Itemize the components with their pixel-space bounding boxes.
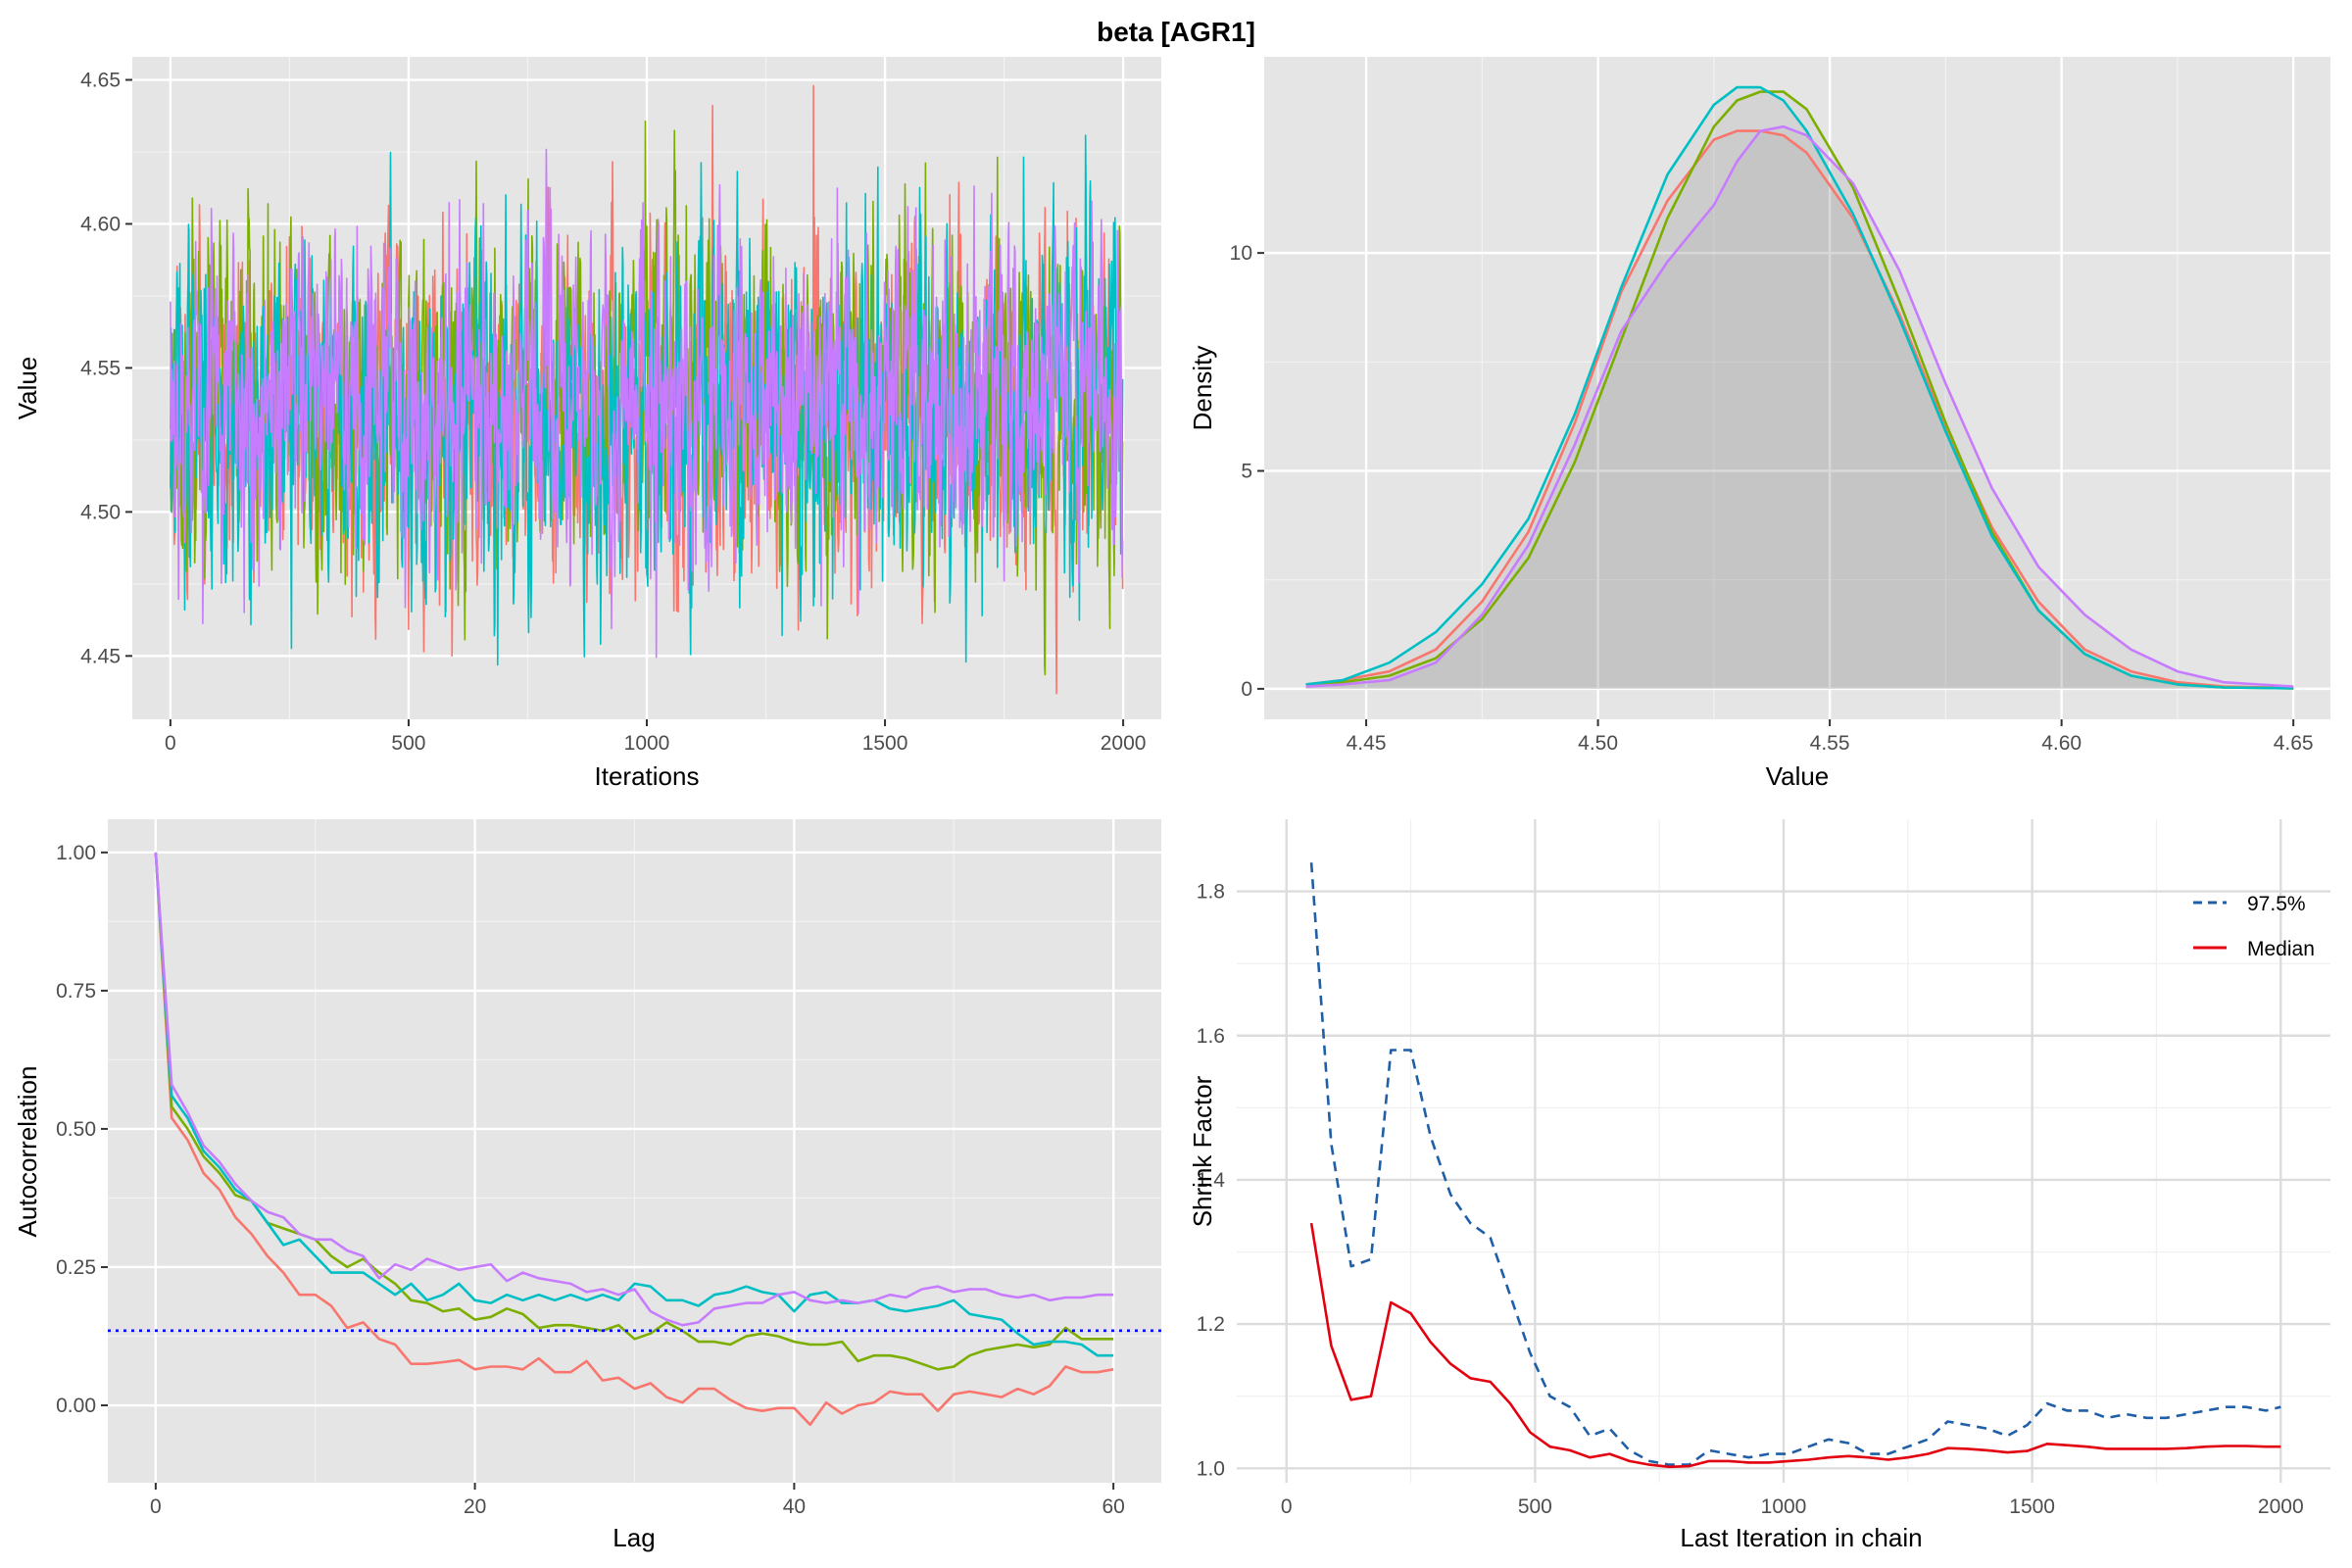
figure-title: beta [AGR1]	[1097, 17, 1255, 47]
trace-y-tick-label: 4.55	[80, 357, 121, 379]
shrink-y-label: Shrink Factor	[1188, 1075, 1217, 1227]
acf-y-tick-label: 1.00	[56, 842, 96, 864]
shrink-factor-plot: 0 500 1000 1500 2000 1.0 1.2 1.4 1.6 1.8 97.5% Me…	[1188, 819, 2330, 1552]
autocorrelation-plot: 0 20 40 60 0.00 0.25 0.50 0.75 1.00 Lag Autocorr…	[13, 819, 1161, 1552]
trace-x-tick-label: 2000	[1101, 732, 1147, 755]
shrink-x-tick-label: 2000	[2258, 1495, 2304, 1518]
acf-x-tick-label: 60	[1102, 1495, 1124, 1518]
shrink-y-tick-label: 1.0	[1197, 1457, 1225, 1480]
density-fill-3	[1305, 87, 2294, 689]
trace-x-tick-label: 1000	[624, 732, 670, 755]
density-x-tick-label: 4.55	[1810, 732, 1850, 755]
acf-x-tick-label: 20	[464, 1495, 486, 1518]
trace-y-tick-label: 4.50	[80, 501, 121, 523]
trace-series-4	[170, 148, 1124, 659]
acf-y-label: Autocorrelation	[13, 1066, 42, 1238]
trace-x-tick-label: 500	[391, 732, 425, 755]
acf-x-tick-label: 40	[783, 1495, 806, 1518]
shrink-median-line	[1309, 1222, 2281, 1469]
shrink-y-tick-label: 1.4	[1197, 1169, 1226, 1192]
density-curve-1	[1305, 129, 2294, 690]
acf-x-label: Lag	[612, 1523, 655, 1552]
density-y-label: Density	[1188, 346, 1217, 431]
trace-plot: 0 500 1000 1500 2000 4.45 4.50 4.55 4.60 4.65 Ite…	[13, 57, 1161, 791]
shrink-x-tick-label: 1000	[1761, 1495, 1807, 1518]
density-curve-3	[1305, 85, 2294, 690]
shrink-x-tick-label: 500	[1518, 1495, 1552, 1518]
trace-x-tick-label: 1500	[862, 732, 908, 755]
legend-label-975: 97.5%	[2247, 893, 2306, 915]
density-y-tick-label: 5	[1241, 461, 1252, 483]
density-x-tick-label: 4.60	[2041, 732, 2082, 755]
acf-series-3	[154, 852, 1114, 1357]
acf-y-tick-label: 0.50	[56, 1118, 96, 1141]
density-plot: 4.45 4.50 4.55 4.60 4.65 0 5 10 Value Density	[1188, 57, 2330, 791]
acf-y-tick-label: 0.00	[56, 1395, 96, 1417]
trace-x-tick-label: 0	[165, 732, 176, 755]
density-x-tick-label: 4.45	[1347, 732, 1387, 755]
shrink-y-tick-label: 1.8	[1197, 881, 1225, 904]
shrink-legend: 97.5% Median	[2193, 893, 2315, 960]
acf-y-tick-label: 0.75	[56, 980, 96, 1003]
acf-series-1	[154, 852, 1114, 1427]
shrink-x-tick-label: 1500	[2009, 1495, 2055, 1518]
density-y-tick-label: 10	[1230, 242, 1252, 265]
trace-y-tick-label: 4.60	[80, 213, 121, 235]
acf-x-tick-label: 0	[150, 1495, 162, 1518]
shrink-y-tick-label: 1.2	[1197, 1313, 1225, 1336]
density-x-label: Value	[1766, 761, 1830, 791]
density-x-tick-label: 4.50	[1578, 732, 1618, 755]
shrink-y-tick-label: 1.6	[1197, 1025, 1225, 1048]
density-y-tick-label: 0	[1241, 678, 1252, 701]
shrink-x-label: Last Iteration in chain	[1680, 1523, 1922, 1552]
acf-y-tick-label: 0.25	[56, 1256, 96, 1279]
density-fill-1	[1305, 130, 2294, 689]
trace-y-label: Value	[13, 357, 42, 420]
trace-x-label: Iterations	[595, 761, 700, 791]
trace-y-tick-label: 4.65	[80, 70, 121, 92]
density-x-tick-label: 4.65	[2274, 732, 2314, 755]
legend-label-median: Median	[2247, 938, 2315, 960]
density-fill-4	[1305, 126, 2294, 689]
density-panel-background	[1264, 57, 2330, 719]
acf-series-4	[154, 852, 1114, 1327]
density-fill-2	[1305, 91, 2294, 689]
density-curve-4	[1305, 124, 2294, 688]
trace-y-tick-label: 4.45	[80, 645, 121, 667]
shrink-975-line	[1309, 862, 2281, 1466]
shrink-x-tick-label: 0	[1281, 1495, 1293, 1518]
